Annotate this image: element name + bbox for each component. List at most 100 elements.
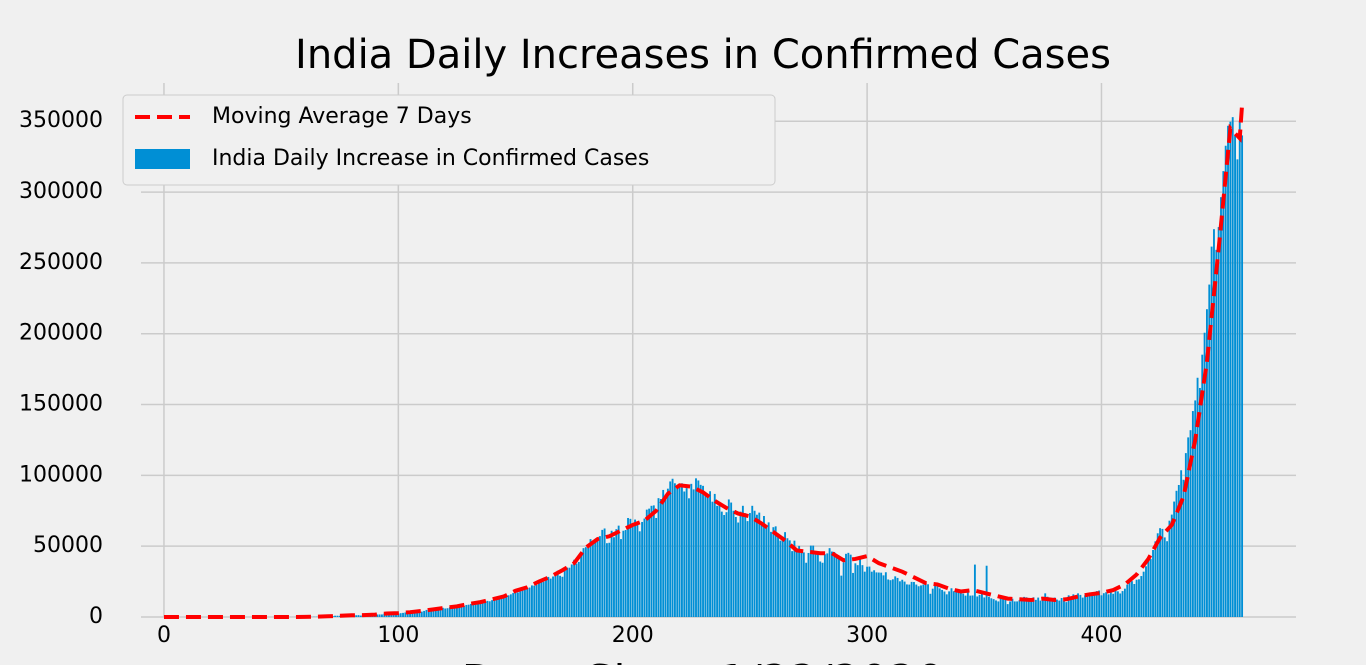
bar: [1135, 579, 1138, 617]
bar: [873, 570, 876, 617]
bar: [1074, 596, 1077, 617]
bar: [816, 552, 819, 617]
bar: [1030, 601, 1033, 617]
bar: [1060, 598, 1063, 617]
bar: [627, 517, 629, 617]
bar: [1213, 229, 1215, 617]
bar: [545, 579, 547, 617]
bar: [470, 603, 472, 617]
bar: [601, 529, 604, 617]
bar: [920, 585, 922, 617]
bar: [1114, 590, 1117, 617]
bar: [988, 596, 990, 617]
bar: [737, 522, 740, 617]
bar: [842, 562, 845, 617]
bar: [669, 481, 672, 617]
bar: [1154, 541, 1157, 617]
bar: [1016, 601, 1019, 617]
bar: [1027, 600, 1030, 617]
bar: [498, 598, 501, 617]
bar: [484, 601, 486, 617]
bar: [423, 610, 426, 617]
legend-box: [122, 94, 776, 186]
bar: [779, 540, 782, 617]
bar: [481, 602, 484, 617]
bar: [906, 584, 908, 617]
bar: [709, 491, 711, 617]
bar: [535, 584, 538, 617]
bar: [594, 542, 597, 617]
bar: [477, 603, 479, 617]
bar: [456, 606, 458, 617]
bar: [863, 571, 866, 617]
bar: [681, 483, 683, 617]
bar: [437, 608, 440, 617]
y-tick-label: 250000: [19, 250, 103, 275]
bar: [966, 590, 969, 617]
bar: [406, 612, 409, 617]
y-tick-label: 50000: [33, 533, 103, 558]
bar: [908, 584, 911, 617]
bar: [882, 575, 885, 617]
bar: [615, 529, 618, 617]
bar: [509, 594, 512, 617]
bar: [500, 597, 503, 617]
bar: [1091, 595, 1094, 617]
bar: [1086, 593, 1089, 617]
bar: [411, 612, 414, 617]
bar: [962, 593, 965, 617]
bar: [397, 613, 400, 617]
bar: [1081, 597, 1084, 617]
y-tick-label: 0: [89, 604, 103, 629]
bar: [645, 509, 648, 617]
bar: [1229, 121, 1232, 617]
bar: [915, 584, 918, 617]
bar: [1236, 159, 1239, 617]
bar: [758, 512, 761, 617]
bar: [936, 586, 939, 617]
bar: [845, 553, 847, 617]
bar: [650, 505, 653, 617]
bar: [788, 540, 791, 617]
bar: [441, 607, 444, 617]
bar: [791, 551, 794, 617]
bar: [516, 592, 519, 617]
bar: [901, 579, 904, 617]
bar: [559, 575, 561, 617]
bar: [634, 519, 636, 617]
bar: [744, 513, 747, 617]
bar: [819, 561, 822, 617]
bar: [748, 513, 751, 617]
bar: [1002, 598, 1004, 617]
bar: [1140, 576, 1143, 617]
bar: [894, 576, 897, 617]
bar: [713, 493, 716, 617]
bar: [1194, 400, 1197, 617]
bar: [711, 501, 714, 617]
bar: [606, 543, 608, 617]
bar: [552, 576, 554, 617]
bar: [1145, 566, 1147, 617]
bar: [526, 588, 529, 617]
bar: [1203, 332, 1206, 617]
bar: [446, 608, 449, 617]
bar: [1105, 592, 1108, 617]
bar: [793, 540, 796, 617]
bar: [924, 583, 927, 617]
bar: [948, 591, 951, 617]
bar: [458, 606, 461, 617]
bar: [413, 611, 416, 617]
bar: [507, 595, 510, 617]
bar: [448, 607, 451, 617]
bar: [931, 588, 934, 617]
bar: [1023, 596, 1026, 617]
bar: [596, 539, 599, 617]
bar: [381, 614, 383, 617]
bar: [378, 614, 381, 617]
bar: [434, 609, 437, 617]
bar: [523, 589, 526, 617]
bar: [638, 531, 641, 617]
x-tick-label: 300: [846, 623, 888, 648]
bar: [1107, 594, 1110, 617]
legend-label: India Daily Increase in Confirmed Cases: [212, 146, 649, 171]
